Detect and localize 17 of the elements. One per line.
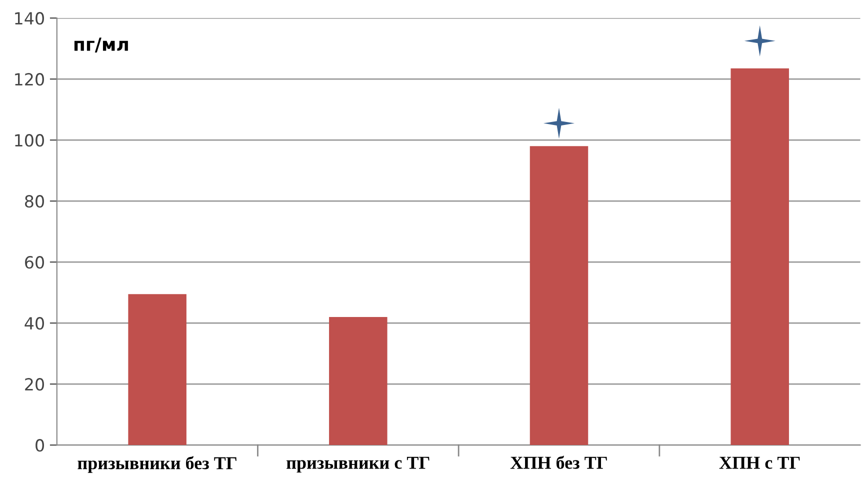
x-tick-label: призывники без ТГ — [78, 456, 236, 473]
x-tick-label: призывники с ТГ — [286, 456, 430, 473]
y-axis-title: пг/мл — [74, 38, 128, 52]
y-tick-label: 140 — [15, 12, 44, 25]
bar — [530, 146, 588, 446]
y-tick-label: 120 — [15, 73, 44, 86]
y-tick-label: 40 — [24, 317, 44, 330]
y-tick-label: 60 — [25, 256, 44, 269]
x-tick-label: ХПН с ТГ — [719, 456, 800, 469]
y-tick-label: 80 — [25, 195, 44, 208]
y-tick-label: 20 — [25, 378, 44, 391]
bar — [730, 68, 789, 446]
y-tick-label: 100 — [15, 134, 44, 147]
y-tick-label: 0 — [36, 439, 44, 452]
bar — [128, 294, 186, 446]
x-tick-label: ХПН без ТГ — [510, 456, 607, 469]
bar — [329, 316, 388, 446]
